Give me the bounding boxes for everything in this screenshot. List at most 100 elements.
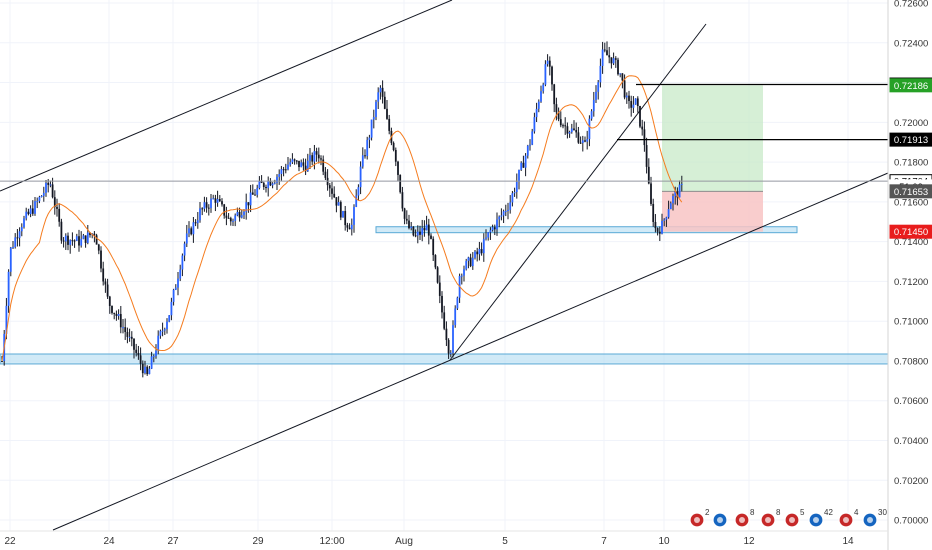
candle-body	[71, 240, 74, 242]
candle-body	[205, 202, 208, 208]
candle-body	[441, 295, 443, 313]
candle-body	[599, 65, 602, 83]
y-tick-label: 0.71200	[894, 277, 928, 288]
candle-body	[590, 111, 593, 119]
x-axis[interactable]: 22 24 27 29 12:00 Aug 5 7 10 12 14	[0, 530, 888, 547]
candle-body	[192, 222, 195, 235]
candle-body	[672, 196, 674, 204]
price-tag-label: 0.72186	[894, 81, 928, 92]
candle-body	[89, 232, 91, 236]
candle-body	[454, 308, 457, 326]
candle-body	[218, 198, 221, 202]
calendar-flag-icon-detail	[694, 517, 700, 523]
price-tag	[889, 224, 932, 239]
candle-body	[518, 169, 520, 182]
candle-body	[581, 140, 584, 143]
candle-body	[317, 154, 320, 159]
candle-body	[496, 219, 498, 230]
candle-body	[504, 211, 507, 213]
candle-body	[139, 355, 142, 364]
candle-body	[245, 202, 248, 212]
candle-body	[271, 183, 274, 186]
candle-body	[311, 155, 314, 162]
trendlines-layer	[0, 0, 889, 531]
candle-body	[126, 332, 129, 337]
candle-body	[117, 314, 120, 316]
candle-body	[623, 80, 626, 98]
candle-body	[562, 125, 564, 127]
y-axis[interactable]: 0.726000.724000.722000.720000.718000.716…	[887, 0, 928, 550]
candle-body	[548, 60, 551, 67]
candle-body	[425, 224, 428, 231]
candle-body	[500, 215, 503, 217]
candle-body	[328, 185, 331, 189]
candle-body	[135, 349, 138, 353]
price-tag	[889, 78, 932, 93]
x-tick-label: 10	[658, 536, 670, 547]
candle-body	[49, 184, 52, 186]
calendar-flag-icon-detail	[765, 517, 771, 523]
candle-body	[430, 235, 432, 239]
candle-body	[137, 352, 140, 356]
support-zone	[375, 226, 798, 234]
candle-body	[438, 282, 441, 296]
candle-body	[614, 58, 617, 60]
candle-body	[243, 211, 245, 216]
candle-body	[361, 155, 364, 167]
candle-body	[350, 224, 353, 230]
candle-body	[408, 220, 410, 229]
candle-body	[421, 228, 424, 235]
y-tick-label: 0.71400	[894, 237, 928, 248]
calendar-flag-icon-detail	[739, 517, 745, 523]
candle-body	[546, 60, 549, 65]
candle-body	[434, 255, 437, 268]
candle-body	[212, 198, 215, 200]
calendar-icons[interactable]: 2 8 8 5 42 4 30	[689, 508, 887, 528]
x-tick-label: 14	[842, 536, 854, 547]
candle-body	[298, 160, 300, 168]
candle-body	[443, 312, 446, 329]
x-tick-label: 22	[4, 536, 16, 547]
candle-body	[227, 217, 230, 219]
candle-body	[302, 162, 305, 166]
candle-body	[588, 118, 591, 140]
candle-body	[667, 209, 670, 218]
candle-body	[148, 368, 151, 375]
y-tick-label: 0.72600	[894, 0, 928, 10]
candle-body	[300, 162, 303, 168]
candle-body	[295, 160, 298, 162]
candle-body	[258, 181, 261, 189]
candle-body	[181, 255, 184, 270]
candle-body	[190, 228, 193, 235]
candle-body	[491, 227, 494, 231]
candle-body	[133, 338, 135, 350]
candle-body	[564, 125, 567, 127]
candle-body	[346, 225, 349, 228]
profit-zone	[662, 85, 763, 192]
position-layer	[662, 85, 763, 232]
candle-body	[656, 228, 659, 232]
candle-body	[493, 227, 496, 230]
calendar-count-label: 4	[854, 508, 859, 517]
candle-body	[214, 198, 217, 203]
candle-body	[489, 230, 492, 233]
candle-body	[232, 220, 234, 222]
candle-body	[632, 104, 635, 108]
candle-body	[166, 321, 168, 330]
candle-body	[42, 192, 45, 196]
candle-body	[606, 50, 608, 56]
candle-body	[333, 193, 336, 198]
candle-body	[100, 250, 102, 269]
candle-body	[34, 201, 36, 214]
candle-body	[597, 82, 600, 92]
candle-body	[51, 184, 54, 198]
candle-body	[645, 145, 648, 167]
x-tick-label: 5	[502, 536, 508, 547]
candle-body	[359, 166, 362, 188]
candle-body	[282, 169, 285, 171]
candle-body	[551, 66, 553, 85]
candle-body	[93, 233, 96, 236]
candle-body	[480, 249, 483, 254]
candle-body	[23, 218, 25, 228]
